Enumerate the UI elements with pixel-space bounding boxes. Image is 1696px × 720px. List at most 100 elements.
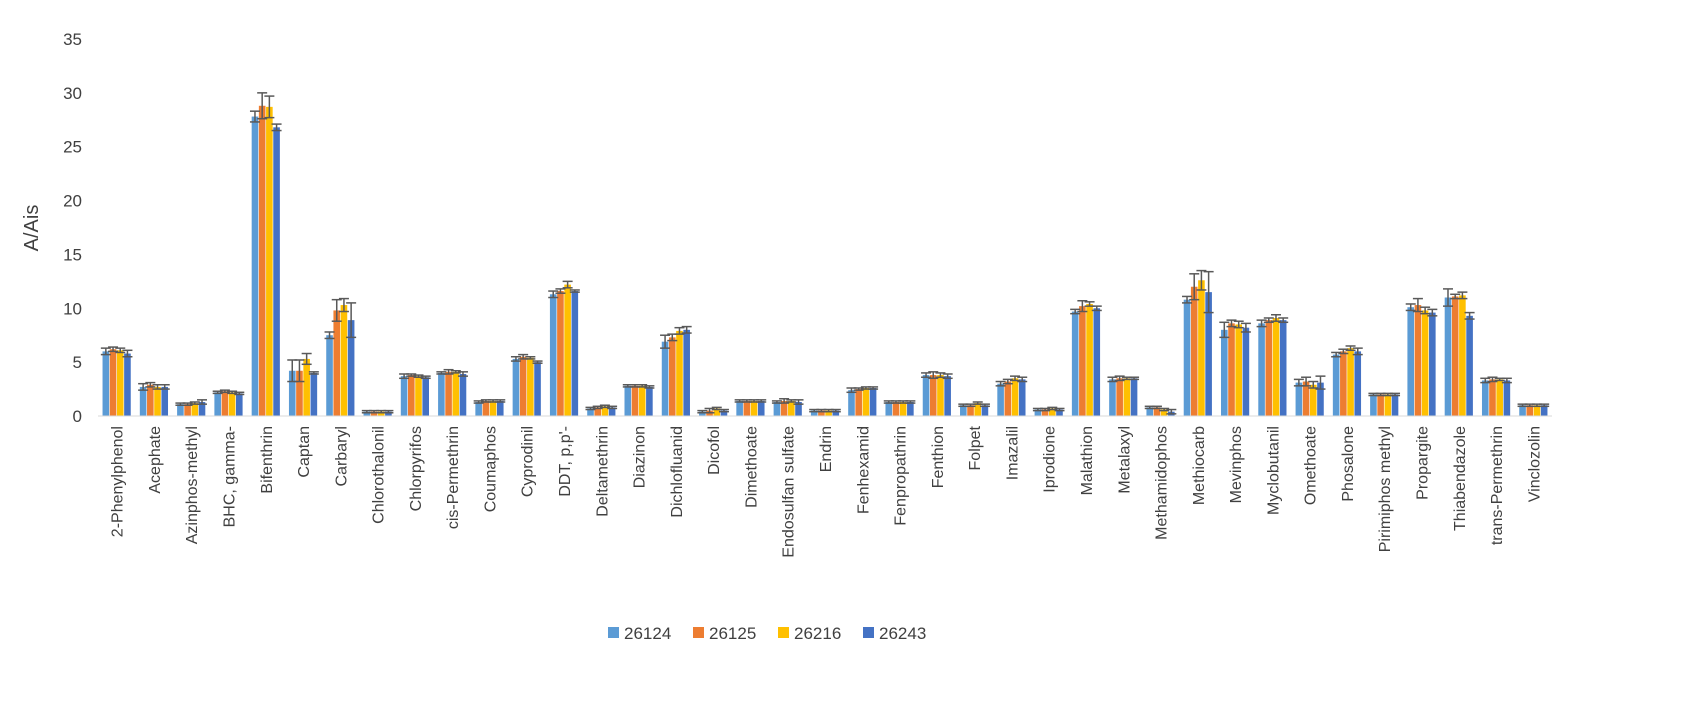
- bar-26125: [370, 411, 378, 416]
- bar-26124: [885, 401, 893, 416]
- bar-26243: [1503, 380, 1511, 416]
- error-bar: [301, 352, 312, 366]
- x-tick-label: Vinclozolin: [1526, 426, 1543, 502]
- error-bar: [443, 368, 454, 375]
- bar-26216: [1048, 408, 1056, 416]
- error-bar: [569, 289, 580, 293]
- bar-26243: [310, 372, 318, 416]
- bar-26125: [1302, 381, 1310, 416]
- bar-26124: [1295, 382, 1303, 416]
- bar-26124: [512, 358, 520, 416]
- x-tick-label: 2-Phenylphenol: [110, 426, 127, 537]
- error-bar: [1233, 320, 1244, 329]
- bar-26243: [944, 376, 951, 416]
- error-bar: [257, 92, 268, 120]
- bar-26125: [1526, 405, 1534, 416]
- bar-26124: [1109, 379, 1116, 416]
- error-bar: [562, 280, 573, 289]
- x-tick-label: Methamidophos: [1154, 426, 1171, 540]
- y-tick-label: 5: [73, 353, 82, 372]
- bar-26216: [937, 375, 944, 416]
- x-tick-label: Metalaxyl: [1116, 426, 1133, 494]
- y-axis-title: A/Ais: [21, 205, 43, 252]
- error-bar: [1040, 407, 1051, 412]
- x-tick-label: Dimethoate: [743, 426, 760, 508]
- error-bar: [1442, 288, 1453, 307]
- x-tick-label: Endosulfan sulfate: [781, 426, 798, 558]
- bar-26124: [810, 410, 818, 416]
- error-bar: [1189, 273, 1200, 301]
- x-tick-label: Bifenthrin: [259, 426, 276, 494]
- bar-26243: [1279, 320, 1287, 416]
- bar-26125: [519, 356, 527, 416]
- bar-26124: [1034, 409, 1042, 416]
- x-tick-label: Malathion: [1079, 426, 1096, 495]
- error-bar: [674, 326, 685, 335]
- x-tick-label: Chlorothalonil: [371, 426, 388, 524]
- y-tick-label: 25: [63, 138, 82, 157]
- error-bar: [1070, 308, 1081, 315]
- bar-26243: [795, 401, 802, 416]
- x-tick-label: Coumaphos: [482, 426, 499, 512]
- error-bar: [1412, 297, 1423, 313]
- error-bar: [115, 347, 126, 354]
- bar-26124: [661, 341, 669, 416]
- x-tick-label: Pirimiphos methyl: [1377, 426, 1394, 552]
- bar-26216: [676, 330, 683, 416]
- bar-26243: [235, 393, 243, 416]
- bar-26243: [1466, 315, 1473, 416]
- bar-26216: [601, 406, 609, 416]
- bar-26243: [1056, 409, 1063, 416]
- error-bar: [1002, 378, 1013, 385]
- error-bar: [1270, 313, 1281, 322]
- bar-26124: [587, 408, 594, 416]
- bar-26216: [1421, 310, 1429, 416]
- error-bar: [995, 380, 1006, 387]
- bar-26243: [273, 127, 280, 416]
- x-tick-label: Fenthion: [930, 426, 947, 488]
- error-bar: [555, 288, 566, 294]
- bar-26243: [1242, 327, 1250, 416]
- y-tick-label: 35: [63, 30, 82, 49]
- bar-26216: [1533, 405, 1541, 416]
- bar-26125: [668, 337, 676, 416]
- bar-26124: [1481, 380, 1489, 416]
- bar-26125: [929, 375, 937, 416]
- bar-26243: [496, 400, 504, 416]
- bar-26243: [757, 400, 765, 416]
- bar-26216: [452, 371, 460, 416]
- bar-26124: [363, 411, 371, 416]
- bar-26216: [1384, 394, 1392, 416]
- x-tick-label: Omethoate: [1303, 426, 1320, 505]
- bar-26125: [1377, 394, 1384, 416]
- bar-26125: [1079, 306, 1086, 416]
- bar-26125: [855, 389, 862, 416]
- bar-26124: [736, 400, 743, 416]
- error-bar: [197, 399, 208, 405]
- bar-26243: [1540, 405, 1548, 416]
- x-tick-label: Captan: [296, 426, 313, 478]
- bar-26124: [1332, 354, 1340, 416]
- error-bar: [718, 408, 729, 413]
- bar-26124: [848, 390, 855, 416]
- bar-26124: [251, 116, 259, 416]
- bar-26216: [116, 350, 124, 416]
- bar-26243: [1130, 378, 1138, 416]
- bar-26124: [214, 392, 221, 416]
- error-bar: [122, 349, 133, 358]
- error-bar: [1203, 270, 1214, 314]
- bar-26216: [713, 408, 721, 416]
- error-bar: [308, 371, 319, 375]
- bar-26243: [1429, 312, 1436, 416]
- error-bar: [1308, 380, 1319, 389]
- error-bar: [853, 387, 864, 391]
- bar-26216: [489, 400, 497, 416]
- bar-26243: [1018, 379, 1026, 416]
- error-bar: [1480, 377, 1491, 384]
- bar-26216: [1160, 409, 1168, 416]
- bar-26125: [445, 371, 452, 416]
- bar-26124: [400, 376, 408, 416]
- error-bar: [532, 360, 543, 364]
- error-bar: [1501, 377, 1512, 384]
